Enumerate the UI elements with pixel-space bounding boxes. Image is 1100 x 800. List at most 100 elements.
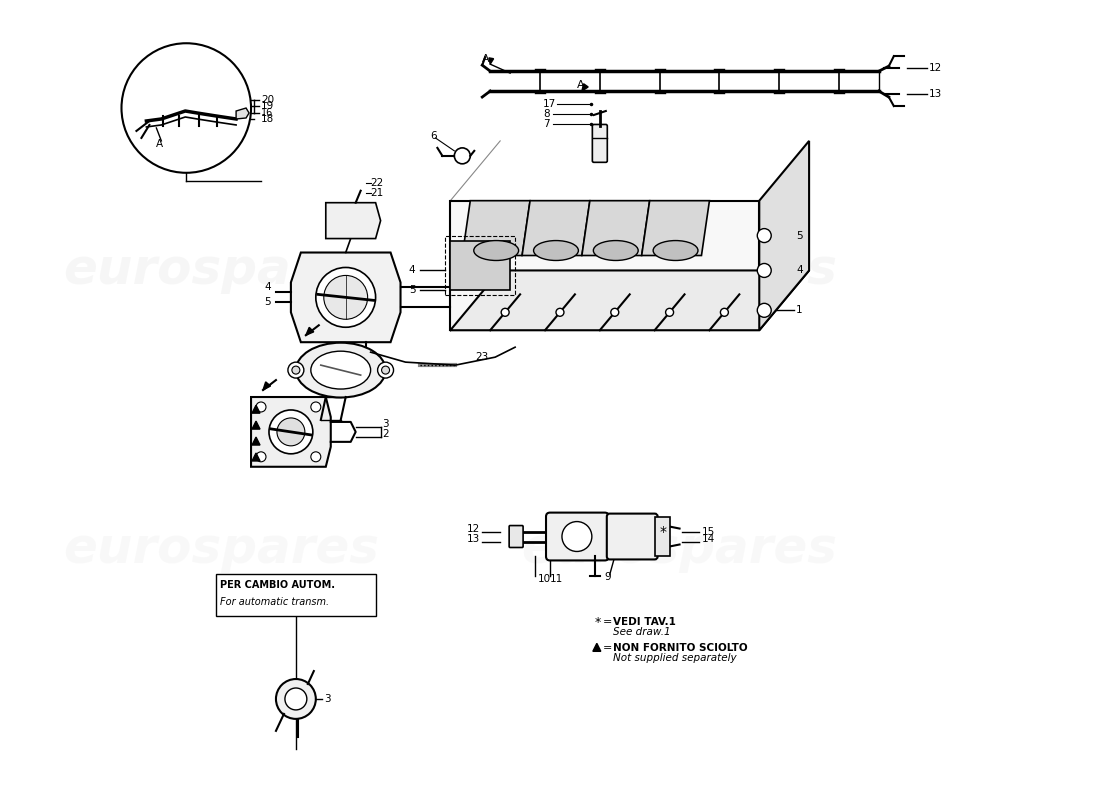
Circle shape bbox=[311, 402, 321, 412]
Text: A: A bbox=[482, 54, 490, 64]
Polygon shape bbox=[290, 253, 400, 342]
Text: 5: 5 bbox=[796, 230, 803, 241]
Circle shape bbox=[316, 267, 375, 327]
Polygon shape bbox=[450, 270, 810, 330]
FancyBboxPatch shape bbox=[217, 574, 375, 616]
Text: 8: 8 bbox=[543, 109, 550, 119]
Circle shape bbox=[270, 410, 312, 454]
Polygon shape bbox=[582, 84, 588, 91]
Text: 7: 7 bbox=[543, 119, 550, 129]
FancyBboxPatch shape bbox=[593, 125, 607, 162]
Ellipse shape bbox=[593, 241, 638, 261]
Text: eurospares: eurospares bbox=[521, 246, 837, 294]
Text: VEDI TAV.1: VEDI TAV.1 bbox=[613, 618, 675, 627]
Text: A: A bbox=[156, 139, 163, 149]
Polygon shape bbox=[251, 397, 331, 466]
Text: 5: 5 bbox=[264, 298, 271, 307]
Circle shape bbox=[382, 366, 389, 374]
Circle shape bbox=[556, 308, 564, 316]
Circle shape bbox=[323, 275, 367, 319]
Polygon shape bbox=[306, 327, 313, 335]
Text: 1: 1 bbox=[796, 306, 803, 315]
Circle shape bbox=[277, 418, 305, 446]
Circle shape bbox=[377, 362, 394, 378]
Polygon shape bbox=[488, 58, 494, 64]
Circle shape bbox=[757, 263, 771, 278]
Text: 2: 2 bbox=[383, 429, 389, 439]
Circle shape bbox=[502, 308, 509, 316]
Circle shape bbox=[610, 308, 619, 316]
Text: 12: 12 bbox=[468, 523, 481, 534]
Polygon shape bbox=[654, 517, 670, 557]
Circle shape bbox=[256, 452, 266, 462]
Polygon shape bbox=[252, 437, 260, 445]
Circle shape bbox=[288, 362, 304, 378]
Text: See draw.1: See draw.1 bbox=[613, 627, 670, 637]
Text: 4: 4 bbox=[409, 266, 416, 275]
Polygon shape bbox=[522, 201, 590, 255]
FancyBboxPatch shape bbox=[509, 526, 524, 547]
Text: 23: 23 bbox=[475, 352, 488, 362]
Polygon shape bbox=[252, 405, 260, 413]
Polygon shape bbox=[759, 141, 810, 330]
Circle shape bbox=[757, 229, 771, 242]
Text: NON FORNITO SCIOLTO: NON FORNITO SCIOLTO bbox=[613, 643, 747, 653]
Polygon shape bbox=[252, 453, 260, 461]
Polygon shape bbox=[462, 201, 530, 255]
Circle shape bbox=[276, 679, 316, 719]
Ellipse shape bbox=[534, 241, 579, 261]
Text: 14: 14 bbox=[702, 534, 715, 543]
Circle shape bbox=[562, 522, 592, 551]
Circle shape bbox=[757, 303, 771, 318]
Circle shape bbox=[666, 308, 673, 316]
Text: 5: 5 bbox=[409, 286, 416, 295]
Text: 21: 21 bbox=[371, 188, 384, 198]
Polygon shape bbox=[450, 201, 759, 330]
Text: =: = bbox=[603, 643, 613, 653]
Text: eurospares: eurospares bbox=[63, 246, 379, 294]
FancyBboxPatch shape bbox=[546, 513, 608, 561]
Text: *: * bbox=[660, 525, 667, 538]
Text: 20: 20 bbox=[261, 95, 274, 105]
Text: 19: 19 bbox=[261, 101, 274, 111]
Polygon shape bbox=[263, 382, 271, 390]
Text: 3: 3 bbox=[323, 694, 330, 704]
Polygon shape bbox=[641, 201, 710, 255]
Text: 11: 11 bbox=[550, 574, 563, 584]
Text: 9: 9 bbox=[605, 572, 612, 582]
Text: =: = bbox=[603, 618, 613, 627]
Text: 13: 13 bbox=[468, 534, 481, 543]
Polygon shape bbox=[450, 241, 510, 290]
Text: 15: 15 bbox=[702, 526, 715, 537]
Text: 3: 3 bbox=[383, 419, 389, 429]
Polygon shape bbox=[593, 643, 601, 651]
Text: 4: 4 bbox=[264, 282, 271, 292]
Text: A: A bbox=[576, 80, 584, 90]
Polygon shape bbox=[326, 202, 381, 238]
Text: 22: 22 bbox=[371, 178, 384, 188]
Polygon shape bbox=[236, 108, 249, 119]
Text: 16: 16 bbox=[261, 108, 273, 118]
Polygon shape bbox=[582, 201, 650, 255]
Text: Not supplied separately: Not supplied separately bbox=[613, 653, 736, 663]
Ellipse shape bbox=[296, 342, 386, 398]
Circle shape bbox=[292, 366, 300, 374]
Text: 10: 10 bbox=[538, 574, 551, 584]
Text: 6: 6 bbox=[430, 131, 437, 141]
Text: 13: 13 bbox=[928, 89, 942, 99]
FancyBboxPatch shape bbox=[607, 514, 658, 559]
Text: 4: 4 bbox=[796, 266, 803, 275]
Ellipse shape bbox=[653, 241, 698, 261]
Circle shape bbox=[285, 688, 307, 710]
Ellipse shape bbox=[311, 351, 371, 389]
Text: For automatic transm.: For automatic transm. bbox=[220, 598, 329, 607]
Circle shape bbox=[720, 308, 728, 316]
Text: 18: 18 bbox=[261, 114, 274, 124]
Text: eurospares: eurospares bbox=[521, 526, 837, 574]
Text: *: * bbox=[595, 616, 601, 629]
Circle shape bbox=[311, 452, 321, 462]
Text: PER CAMBIO AUTOM.: PER CAMBIO AUTOM. bbox=[220, 580, 336, 590]
Text: 17: 17 bbox=[543, 99, 557, 109]
Circle shape bbox=[256, 402, 266, 412]
Text: 12: 12 bbox=[928, 63, 942, 73]
